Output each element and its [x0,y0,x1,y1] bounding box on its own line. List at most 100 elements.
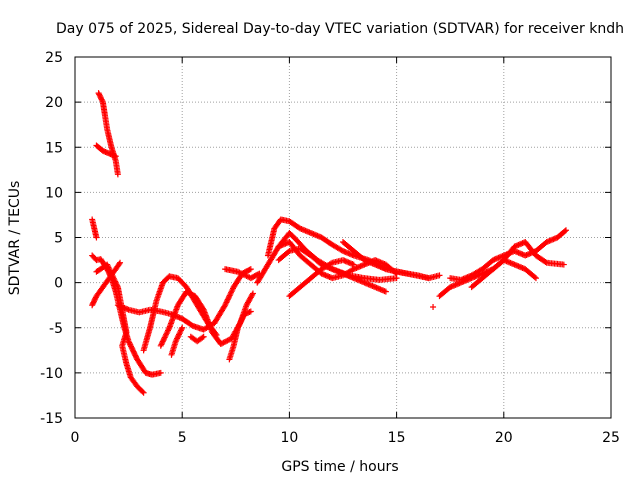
data-point-marker [223,338,230,345]
data-point-marker [285,249,292,256]
data-point-marker [239,315,246,322]
y-tick-label: 15 [45,140,63,156]
data-point-marker [99,97,106,104]
data-point-marker [222,300,229,307]
data-point-marker [158,341,165,348]
data-point-marker [220,339,227,346]
data-point-marker [236,320,243,327]
data-point-marker [164,328,171,335]
y-tick-label: -15 [40,411,63,427]
x-tick-label: 0 [71,430,80,446]
y-tick-label: 5 [54,231,63,247]
data-point-marker [238,317,245,324]
y-tick-label: -10 [40,366,63,382]
data-point-marker [224,337,231,344]
data-point-marker [221,338,228,345]
data-point-marker [382,288,389,295]
y-tick-label: 20 [45,95,63,111]
data-point-marker [157,369,164,376]
series-track-v [468,257,539,291]
y-tick-label: 25 [45,50,63,66]
series-track-m [222,266,263,282]
data-point-marker [175,332,182,339]
x-tick-label: 20 [495,430,513,446]
series-track-u [447,227,569,283]
series-track-f [93,261,147,396]
data-point-marker [177,328,184,335]
data-point-marker [159,340,166,347]
series-track-k [187,333,207,345]
data-point-marker [350,261,357,268]
data-point-marker [561,228,568,235]
data-point-marker [226,292,233,299]
data-point-marker [163,330,170,337]
data-point-marker [174,334,181,341]
data-point-marker [436,272,443,279]
data-point-marker [238,316,245,323]
series-track-i [157,288,256,349]
x-tick-label: 15 [388,430,406,446]
series-track-p [275,245,389,295]
data-point-marker [163,331,170,338]
data-point-marker [199,305,206,312]
data-point-marker [222,302,229,309]
data-point-marker [140,389,147,396]
data-point-marker [562,227,569,234]
data-point-marker [225,295,232,302]
data-point-marker [179,324,186,331]
data-point-marker [240,313,247,320]
series-track-h [140,273,220,354]
data-point-marker [165,326,172,333]
data-point-marker [327,260,334,267]
data-point-marker [178,326,185,333]
series-track-s [340,239,443,282]
series-track-b [93,142,119,160]
data-point-marker [199,334,206,341]
data-point-marker [560,261,567,268]
data-point-marker [160,337,167,344]
data-point-marker [235,323,242,330]
chart-title: Day 075 of 2025, Sidereal Day-to-day VTE… [56,21,624,37]
ticks: 0 5 10 15 20 25 -15 -10 -5 0 5 10 15 20 25 [40,50,620,446]
data-point-marker [114,171,121,178]
series-track-c [89,216,100,241]
data-point-marker [338,247,345,254]
data-point-marker [116,261,123,268]
series-track-t [436,239,567,300]
x-axis-label: GPS time / hours [281,459,398,475]
data-point-marker [177,327,184,334]
data-point-marker [173,336,180,343]
data-point-marker [430,303,437,310]
y-tick-label: 0 [54,276,63,292]
data-point-marker [349,266,356,273]
grid [75,57,611,418]
data-point-marker [157,342,164,349]
data-point-marker [139,388,146,395]
data-point-marker [225,336,232,343]
data-point-marker [531,274,538,281]
data-point-marker [117,259,124,266]
data-point-marker [532,275,539,282]
data-point-marker [161,334,168,341]
series-track-l [226,308,254,363]
data-point-marker [161,335,168,342]
data-point-marker [172,338,179,345]
data-point-marker [224,296,231,303]
y-axis-label: SDTVAR / TECUs [7,181,23,296]
y-tick-label: 10 [45,185,63,201]
data-points [89,90,569,396]
data-point-marker [236,322,243,329]
data-point-marker [217,340,224,347]
data-point-marker [237,319,244,326]
data-point-marker [246,266,253,273]
series-track-a [95,90,121,178]
data-point-marker [165,327,172,334]
y-tick-label: -5 [49,321,63,337]
data-point-marker [159,338,166,345]
data-point-marker [93,234,100,241]
data-point-marker [234,324,241,331]
series-track-w [430,303,437,310]
data-point-marker [247,266,254,273]
x-tick-label: 25 [602,430,620,446]
data-point-marker [112,153,119,160]
